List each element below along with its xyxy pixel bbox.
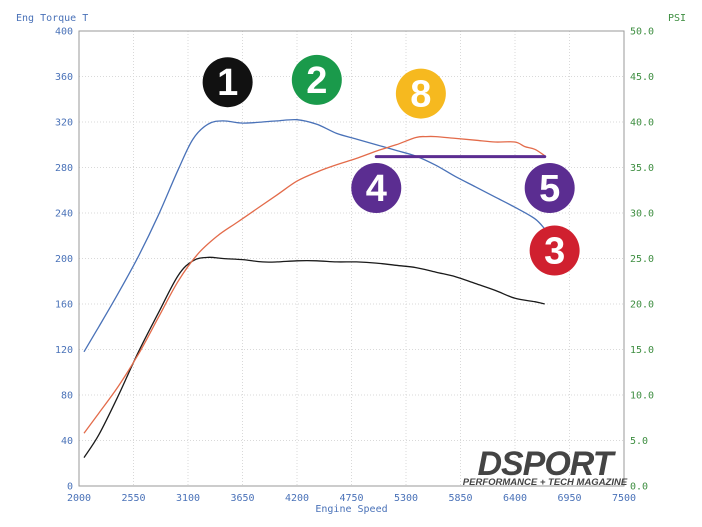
marker-number: 1 (217, 62, 238, 104)
x-tick-label: 4200 (285, 493, 309, 504)
marker-2: 2 (291, 54, 342, 105)
x-tick-label: 2550 (121, 493, 145, 504)
marker-5: 5 (524, 162, 575, 213)
y-left-tick-label: 40 (61, 436, 73, 447)
x-tick-label: 7500 (612, 493, 636, 504)
marker-1: 1 (202, 57, 253, 108)
brand-tagline: PERFORMANCE + TECH MAGAZINE (463, 477, 628, 488)
x-tick-label: 2000 (67, 493, 91, 504)
marker-4: 4 (351, 162, 402, 213)
marker-circle (529, 225, 580, 276)
y-left-tick-label: 200 (55, 254, 73, 265)
y-left-tick-label: 280 (55, 163, 73, 174)
y-right-tick-label: 20.0 (630, 300, 654, 311)
brand-name: DSPORT (477, 445, 616, 483)
series-line-3 (83, 135, 546, 434)
marker-8: 8 (395, 68, 446, 119)
y-right-tick-label: 0.0 (630, 482, 648, 493)
marker-circle (291, 54, 342, 105)
marker-circle (395, 68, 446, 119)
marker-number: 4 (366, 168, 387, 210)
y-axis-left-title: Eng Torque T (16, 13, 88, 24)
x-axis-title: Engine Speed (315, 504, 387, 515)
x-tick-label: 4750 (339, 493, 363, 504)
marker-circle (202, 57, 253, 108)
marker-number: 5 (539, 168, 560, 210)
y-left-tick-label: 80 (61, 391, 73, 402)
dsport-logo: DSPORT PERFORMANCE + TECH MAGAZINE (463, 445, 628, 488)
y-left-tick-label: 120 (55, 345, 73, 356)
y-left-tick-label: 360 (55, 72, 73, 83)
grid (79, 31, 624, 486)
marker-circle (351, 162, 402, 213)
y-right-tick-label: 30.0 (630, 209, 654, 220)
x-tick-label: 3100 (176, 493, 200, 504)
tick-labels: 2000 2550 3100 3650 4200 4750 5300 5850 6400 6950… (55, 27, 654, 505)
plot-frame (78, 30, 625, 487)
markers: 1 2 84 53 (202, 54, 580, 276)
series (83, 118, 546, 458)
marker-number: 2 (306, 60, 327, 102)
series-line-2 (83, 256, 545, 458)
y-left-tick-label: 400 (55, 27, 73, 38)
axes (78, 30, 625, 487)
y-right-tick-label: 40.0 (630, 118, 654, 129)
marker-number: 8 (410, 74, 431, 116)
y-right-tick-label: 5.0 (630, 436, 648, 447)
x-tick-label: 3650 (230, 493, 254, 504)
y-right-tick-label: 45.0 (630, 72, 654, 83)
marker-circle (524, 162, 575, 213)
y-left-tick-label: 240 (55, 209, 73, 220)
y-right-tick-label: 10.0 (630, 391, 654, 402)
marker-3: 3 (529, 225, 580, 276)
x-tick-label: 6950 (557, 493, 581, 504)
y-left-tick-label: 0 (67, 482, 73, 493)
y-right-tick-label: 35.0 (630, 163, 654, 174)
y-right-tick-label: 25.0 (630, 254, 654, 265)
y-axis-right-title: PSI (668, 13, 686, 24)
x-tick-label: 5300 (394, 493, 418, 504)
y-left-tick-label: 160 (55, 300, 73, 311)
y-left-tick-label: 320 (55, 118, 73, 129)
marker-number: 3 (544, 231, 565, 273)
y-right-tick-label: 15.0 (630, 345, 654, 356)
x-tick-label: 5850 (448, 493, 472, 504)
x-tick-label: 6400 (503, 493, 527, 504)
y-right-tick-label: 50.0 (630, 27, 654, 38)
series-line-1 (83, 118, 546, 353)
